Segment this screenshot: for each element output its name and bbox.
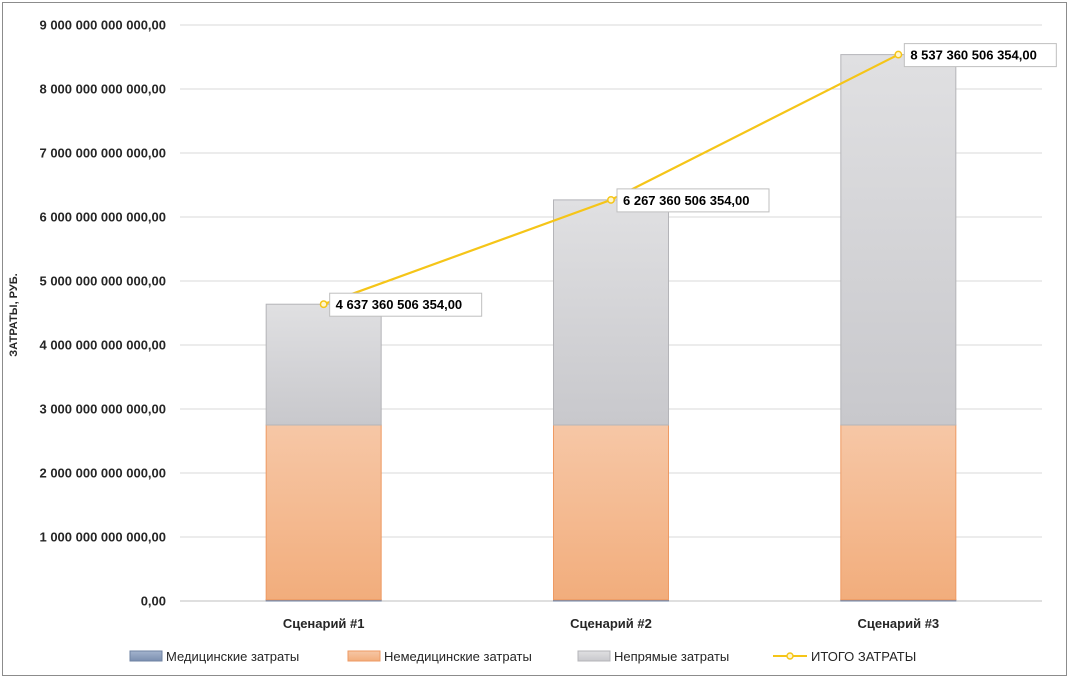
legend-swatch <box>129 650 163 662</box>
data-labels: 4 637 360 506 354,00 6 267 360 506 354,00… <box>329 43 1057 317</box>
data-label-box <box>329 292 483 317</box>
legend-swatch <box>577 650 611 662</box>
bar-segment <box>553 424 669 601</box>
total-line-point <box>319 300 328 309</box>
y-tick-label: 0,00 <box>141 594 166 609</box>
category-label: Сценарий #2 <box>570 616 652 631</box>
legend-swatch <box>347 650 381 662</box>
data-label: 4 637 360 506 354,00 <box>336 297 463 312</box>
y-axis-label: ЗАТРАТЫ, РУБ. <box>8 273 20 356</box>
y-tick-label: 5 000 000 000 000,00 <box>39 274 166 289</box>
y-tick-label: 2 000 000 000 000,00 <box>39 466 166 481</box>
data-label: 8 537 360 506 354,00 <box>910 48 1037 63</box>
y-tick-label: 6 000 000 000 000,00 <box>39 210 166 225</box>
y-tick-label: 9 000 000 000 000,00 <box>39 18 166 33</box>
legend-label: ИТОГО ЗАТРАТЫ <box>811 649 916 664</box>
data-label-box <box>903 43 1057 68</box>
y-tick-label: 1 000 000 000 000,00 <box>39 530 166 545</box>
data-label: 6 267 360 506 354,00 <box>623 193 750 208</box>
legend-line-marker <box>786 652 794 660</box>
legend: Медицинские затраты Немедицинские затраты… <box>129 649 916 664</box>
legend-label: Немедицинские затраты <box>384 649 532 664</box>
category-labels: Сценарий #1 Сценарий #2 Сценарий #3 <box>283 616 939 631</box>
bar-segment <box>840 54 957 426</box>
bars <box>265 54 957 602</box>
data-label-box <box>616 188 770 213</box>
bar-segment <box>265 303 382 426</box>
bar-segment <box>265 424 382 601</box>
total-line-point <box>894 50 903 59</box>
y-axis-ticks: 0,00 1 000 000 000 000,00 2 000 000 000 00… <box>39 18 166 609</box>
category-label: Сценарий #1 <box>283 616 365 631</box>
legend-label: Медицинские затраты <box>166 649 299 664</box>
category-label: Сценарий #3 <box>857 616 939 631</box>
bar-segment <box>553 199 669 426</box>
legend-label: Непрямые затраты <box>614 649 729 664</box>
y-tick-label: 8 000 000 000 000,00 <box>39 82 166 97</box>
y-tick-label: 7 000 000 000 000,00 <box>39 146 166 161</box>
total-line-point <box>607 195 615 204</box>
y-tick-label: 4 000 000 000 000,00 <box>39 338 166 353</box>
y-tick-label: 3 000 000 000 000,00 <box>39 402 166 417</box>
bar-segment <box>840 424 957 601</box>
total-line <box>319 50 903 309</box>
